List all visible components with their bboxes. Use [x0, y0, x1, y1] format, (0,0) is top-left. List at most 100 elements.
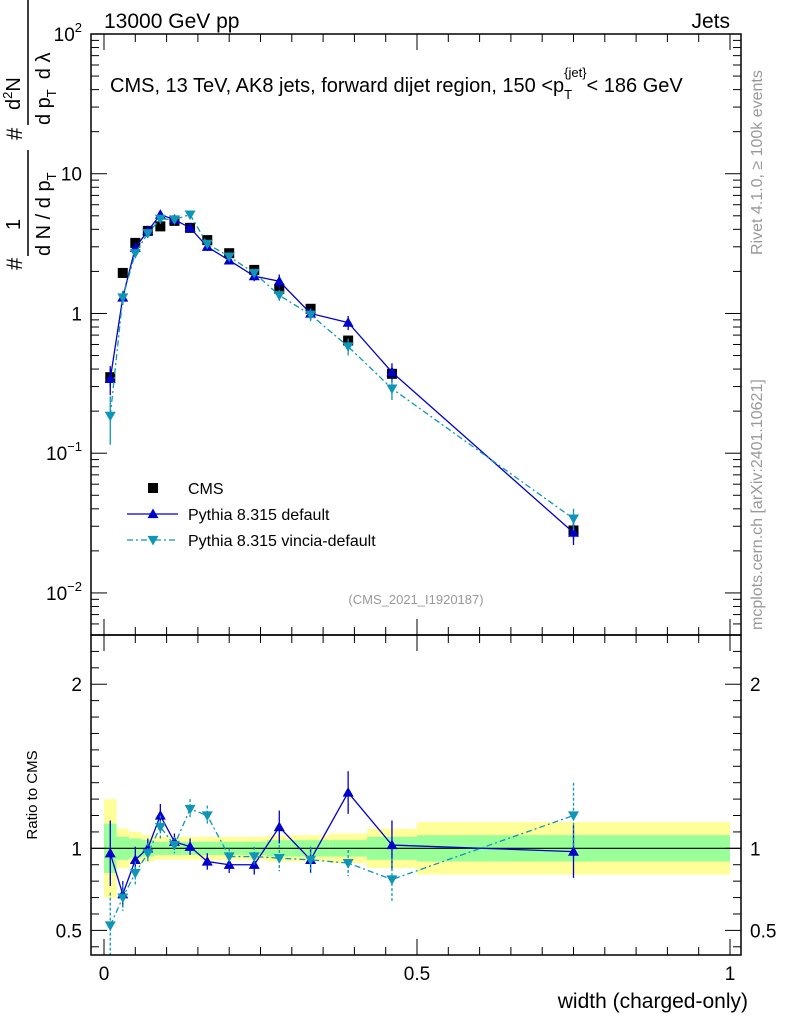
y-tick-label-2: 1 [71, 304, 82, 325]
ratio-point-1-0 [104, 921, 116, 931]
title-suffix: < 186 GeV [587, 75, 684, 97]
y-tick-label-exp-4: 2 [75, 20, 82, 35]
y-tick-label-exp-1: −1 [67, 439, 82, 454]
legend-label-2: Pythia 8.315 vincia-default [188, 533, 376, 550]
ratio-tick-label-left-2: 2 [71, 675, 82, 696]
y-label-d2n-n: N [3, 77, 25, 91]
ratio-point-1-5 [168, 840, 180, 851]
ratio-y-label: Ratio to CMS [24, 750, 41, 839]
data-point-1-6 [184, 222, 196, 232]
ratio-point-1-2 [129, 868, 141, 879]
x-tick-label-1: 0.5 [404, 964, 430, 985]
y-tick-label-4: 102 [54, 20, 82, 46]
legend: CMS Pythia 8.315 default Pythia 8.315 vinc… [127, 481, 376, 550]
data-point-2-3 [142, 229, 154, 239]
data-point-1-12 [342, 317, 354, 327]
data-point-2-6 [184, 210, 196, 221]
y-tick-label-base-0: 10 [46, 584, 67, 605]
y-tick-label-base-4: 10 [54, 25, 75, 46]
ratio-point-1-13 [386, 875, 398, 886]
y-label-one: 1 [3, 219, 25, 230]
y-label-den2-sub: T [44, 89, 59, 97]
ratio-point-0-0 [104, 847, 116, 858]
ratio-tick-label-left-0: 0.5 [56, 921, 82, 942]
ratio-point-1-14 [568, 811, 579, 822]
header-right: Jets [691, 10, 730, 33]
y-label-d2n-sup: 2 [0, 92, 15, 99]
ratio-tick-label-right-0: 0.5 [750, 921, 776, 942]
side-label-top: Rivet 4.1.0, ≥ 100k events [749, 70, 766, 255]
data-point-2-13 [386, 384, 398, 395]
data-point-2-10 [273, 291, 285, 301]
ratio-point-1-11 [305, 855, 317, 866]
y-label-den2-text: d p [33, 97, 55, 125]
ratio-point-1-3 [142, 849, 154, 859]
x-tick-label-2: 1 [725, 964, 736, 985]
data-point-1-14 [568, 527, 579, 537]
watermark: (CMS_2021_I1920187) [348, 592, 483, 607]
legend-marker-2 [147, 535, 159, 546]
title-prefix: CMS, 13 TeV, AK8 jets, forward dijet reg… [110, 75, 564, 97]
legend-marker-1 [147, 508, 159, 519]
data-point-cms-4 [155, 221, 166, 232]
data-point-2-11 [305, 310, 317, 321]
chart-title: CMS, 13 TeV, AK8 jets, forward dijet reg… [110, 65, 683, 102]
y-label-den2: d pTd λ [33, 53, 59, 125]
y-axis-label: # 1 d N / d pT # d2N d pTd λ [0, 0, 59, 270]
data-point-2-14 [568, 514, 579, 525]
ratio-point-0-12 [342, 787, 354, 797]
y-label-d2n: d2N [0, 77, 25, 110]
data-point-2-0 [104, 411, 116, 422]
ratio-point-1-12 [342, 858, 354, 869]
y-label-den: d N / d pT [33, 172, 59, 256]
data-point-2-5 [168, 215, 180, 226]
y-label-den-sub: T [44, 172, 59, 180]
ratio-point-0-2 [129, 854, 141, 864]
ratio-point-1-9 [248, 852, 260, 863]
ratio-point-1-4 [154, 822, 166, 833]
series-line-2 [109, 213, 574, 520]
series-line-1 [109, 213, 574, 534]
ratio-point-0-13 [386, 839, 398, 850]
y-tick-label-exp-0: −2 [67, 579, 82, 594]
title-sup: {jet} [564, 65, 587, 80]
ratio-tick-label-right-1: 1 [750, 839, 761, 860]
y-tick-label-1: 10−1 [46, 439, 82, 465]
ratio-point-1-7 [201, 811, 213, 822]
y-tick-label-0: 10−2 [46, 579, 82, 605]
data-point-2-8 [223, 252, 235, 263]
ratio-point-0-6 [184, 841, 196, 851]
data-point-2-4 [154, 214, 166, 225]
legend-label-0: CMS [188, 481, 224, 498]
title-sub: T [564, 87, 572, 102]
y-label-dlam: d λ [33, 53, 55, 80]
ratio-point-1-8 [223, 852, 235, 863]
x-axis-label: width (charged-only) [557, 990, 748, 1013]
ratio-tick-label-left-1: 1 [71, 839, 82, 860]
data-point-2-12 [342, 342, 354, 353]
side-label-bottom: mcplots.cern.ch [arXiv:2401.10621] [749, 379, 766, 630]
ratio-point-0-14 [568, 846, 579, 856]
y-tick-label-3: 10 [61, 165, 82, 186]
ratio-point-0-4 [154, 810, 166, 820]
data-point-1-10 [273, 275, 285, 286]
x-tick-label-0: 0 [99, 964, 110, 985]
ratio-point-1-6 [184, 804, 196, 815]
ratio-point-0-10 [273, 821, 285, 832]
data-point-2-1 [117, 293, 129, 304]
ratio-tick-label-right-2: 2 [750, 675, 761, 696]
y-label-d2n-d: d [3, 99, 25, 110]
y-label-den-text: d N / d p [33, 180, 55, 256]
data-point-2-7 [201, 239, 213, 250]
data-point-cms-1 [117, 267, 128, 278]
ratio-series [104, 771, 579, 955]
y-tick-label-base-1: 10 [46, 444, 67, 465]
ratio-frame [90, 634, 742, 956]
main-series [104, 209, 579, 546]
data-point-1-13 [386, 366, 398, 377]
ratio-point-0-7 [201, 855, 213, 866]
legend-label-1: Pythia 8.315 default [188, 507, 330, 524]
ratio-point-1-1 [117, 893, 129, 904]
